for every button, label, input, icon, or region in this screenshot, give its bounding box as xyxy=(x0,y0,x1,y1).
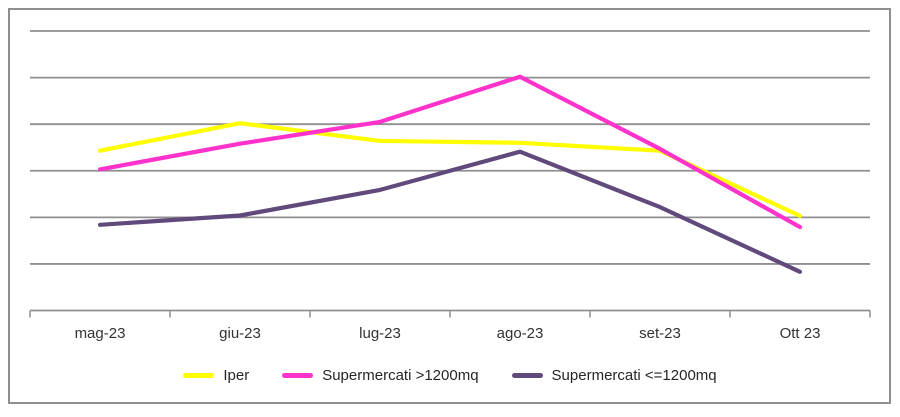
x-axis xyxy=(29,309,871,318)
iper-legend-swatch xyxy=(183,373,215,378)
legend-item-supermercati-gt1200: Supermercati >1200mq xyxy=(282,367,479,384)
supermercati-gt1200-legend-label: Supermercati >1200mq xyxy=(322,367,479,384)
legend-item-iper: Iper xyxy=(183,368,249,383)
chart-border-frame xyxy=(8,8,891,404)
x-axis-label-ago-23: ago-23 xyxy=(497,325,544,342)
gridlines xyxy=(30,30,870,265)
legend-item-supermercati-le1200: Supermercati <=1200mq xyxy=(511,367,717,384)
supermercati-gt1200-legend-swatch xyxy=(282,373,314,378)
chart-legend: Iper Supermercati >1200mq Supermercati <… xyxy=(0,368,900,383)
x-axis-labels: mag-23 giu-23 lug-23 ago-23 set-23 Ott 2… xyxy=(75,325,821,342)
iper-legend-label: Iper xyxy=(223,367,250,384)
supermercati-le1200-legend-swatch xyxy=(511,373,543,378)
supermercati-le1200-legend-label: Supermercati <=1200mq xyxy=(551,367,717,384)
supermercati-gt1200-line xyxy=(97,74,803,230)
x-axis-label-ott-23: Ott 23 xyxy=(780,325,821,342)
x-axis-label-lug-23: lug-23 xyxy=(359,325,401,342)
supermercati-le1200-line xyxy=(97,149,803,274)
x-axis-label-giu-23: giu-23 xyxy=(219,325,261,342)
x-axis-label-set-23: set-23 xyxy=(639,325,681,342)
x-axis-label-mag-23: mag-23 xyxy=(75,325,126,342)
